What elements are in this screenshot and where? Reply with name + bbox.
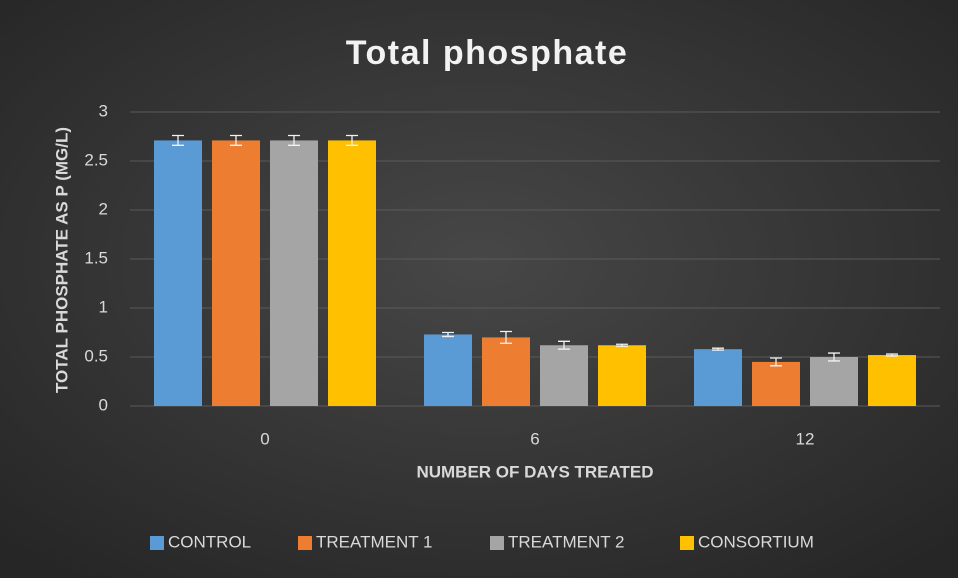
bar [270,140,318,407]
legend-label: CONTROL [168,532,251,551]
legend-swatch [150,536,164,550]
error-bar [616,343,628,347]
error-bar [886,353,898,357]
bar [482,337,530,406]
error-bar [288,134,300,146]
y-tick-label: 0.5 [84,346,108,365]
y-tick-label: 2 [99,199,108,218]
bar [424,334,472,406]
legend-swatch [298,536,312,550]
error-bar [172,134,184,146]
chart-title: Total phosphate [346,34,629,72]
error-bar [828,352,840,362]
y-tick-label: 3 [99,101,108,120]
x-tick-label: 6 [530,429,539,448]
bar [328,140,376,407]
bar [154,140,202,407]
bar [752,361,800,406]
error-bar [712,347,724,351]
bar [810,357,858,406]
error-bar [770,357,782,367]
bar [212,140,260,407]
legend-swatch [680,536,694,550]
y-axis-title: TOTAL PHOSPHATE AS P (MG/L) [52,127,71,393]
y-tick-label: 2.5 [84,150,108,169]
bar [868,355,916,406]
x-axis-title: NUMBER OF DAYS TREATED [416,462,653,481]
y-tick-label: 0 [99,395,108,414]
bar [694,349,742,406]
error-bar [346,134,358,146]
bar [540,345,588,406]
legend-swatch [490,536,504,550]
bar [598,345,646,406]
x-tick-label: 12 [796,429,815,448]
legend-label: CONSORTIUM [698,532,814,551]
legend-label: TREATMENT 1 [316,532,433,551]
error-bar [558,340,570,350]
y-tick-label: 1.5 [84,248,108,267]
error-bar [500,330,512,344]
legend-label: TREATMENT 2 [508,532,625,551]
error-bar [230,134,242,146]
error-bar [442,331,454,338]
y-tick-label: 1 [99,297,108,316]
x-tick-label: 0 [260,429,269,448]
